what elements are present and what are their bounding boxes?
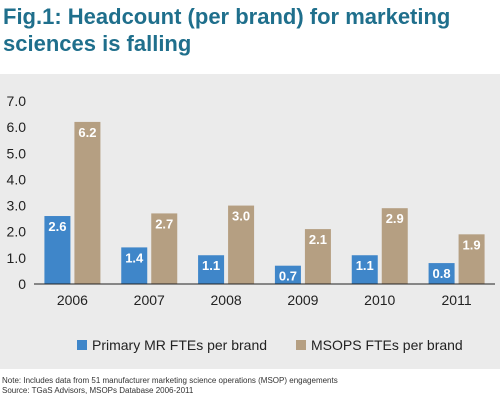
bar bbox=[151, 213, 178, 284]
x-tick-label: 2011 bbox=[442, 292, 472, 308]
bar bbox=[458, 234, 485, 284]
x-tick-label: 2010 bbox=[364, 292, 395, 308]
data-label: 1.9 bbox=[463, 237, 481, 252]
legend-swatch bbox=[77, 340, 87, 350]
data-label: 0.8 bbox=[433, 266, 451, 281]
bar bbox=[121, 247, 148, 284]
data-label: 0.7 bbox=[279, 269, 297, 284]
x-tick-label: 2008 bbox=[211, 292, 242, 308]
data-label: 1.1 bbox=[202, 258, 220, 273]
bar bbox=[381, 208, 408, 284]
bar bbox=[304, 229, 331, 284]
data-label: 2.7 bbox=[155, 216, 173, 231]
y-tick-label: 2.0 bbox=[7, 224, 27, 240]
data-label: 2.9 bbox=[386, 211, 404, 226]
bar bbox=[74, 121, 101, 285]
legend-swatch bbox=[296, 340, 306, 350]
legend-label: Primary MR FTEs per brand bbox=[92, 337, 267, 353]
bar bbox=[198, 255, 225, 284]
bar bbox=[274, 265, 301, 284]
y-tick-label: 6.0 bbox=[7, 119, 27, 135]
data-label: 1.4 bbox=[125, 250, 144, 265]
bar bbox=[428, 263, 455, 284]
title-area: Fig.1: Headcount (per brand) for marketi… bbox=[0, 0, 500, 74]
y-tick-label: 5.0 bbox=[7, 145, 27, 161]
chart-footer: Note: Includes data from 51 manufacturer… bbox=[2, 376, 498, 396]
data-label: 1.1 bbox=[356, 258, 374, 273]
chart-title: Fig.1: Headcount (per brand) for marketi… bbox=[3, 4, 451, 56]
data-label: 2.1 bbox=[309, 232, 327, 247]
data-label: 6.2 bbox=[78, 125, 96, 140]
y-tick-label: 3.0 bbox=[7, 198, 27, 214]
data-label: 3.0 bbox=[232, 209, 250, 224]
y-tick-label: 1.0 bbox=[7, 250, 27, 266]
legend-label: MSOPS FTEs per brand bbox=[311, 337, 463, 353]
bar bbox=[228, 205, 255, 284]
x-tick-label: 2006 bbox=[57, 292, 88, 308]
footnote-text: Note: Includes data from 51 manufacturer… bbox=[2, 376, 338, 385]
x-tick-label: 2009 bbox=[287, 292, 318, 308]
bar bbox=[44, 216, 71, 284]
bar bbox=[351, 255, 378, 284]
data-label: 2.6 bbox=[48, 219, 66, 234]
x-tick-label: 2007 bbox=[134, 292, 165, 308]
source-text: Source: TGaS Advisors, MSOPs Database 20… bbox=[2, 386, 194, 395]
y-tick-label: 4.0 bbox=[7, 171, 27, 187]
y-tick-label: 7.0 bbox=[7, 93, 27, 109]
y-tick-label: 0 bbox=[18, 276, 26, 292]
